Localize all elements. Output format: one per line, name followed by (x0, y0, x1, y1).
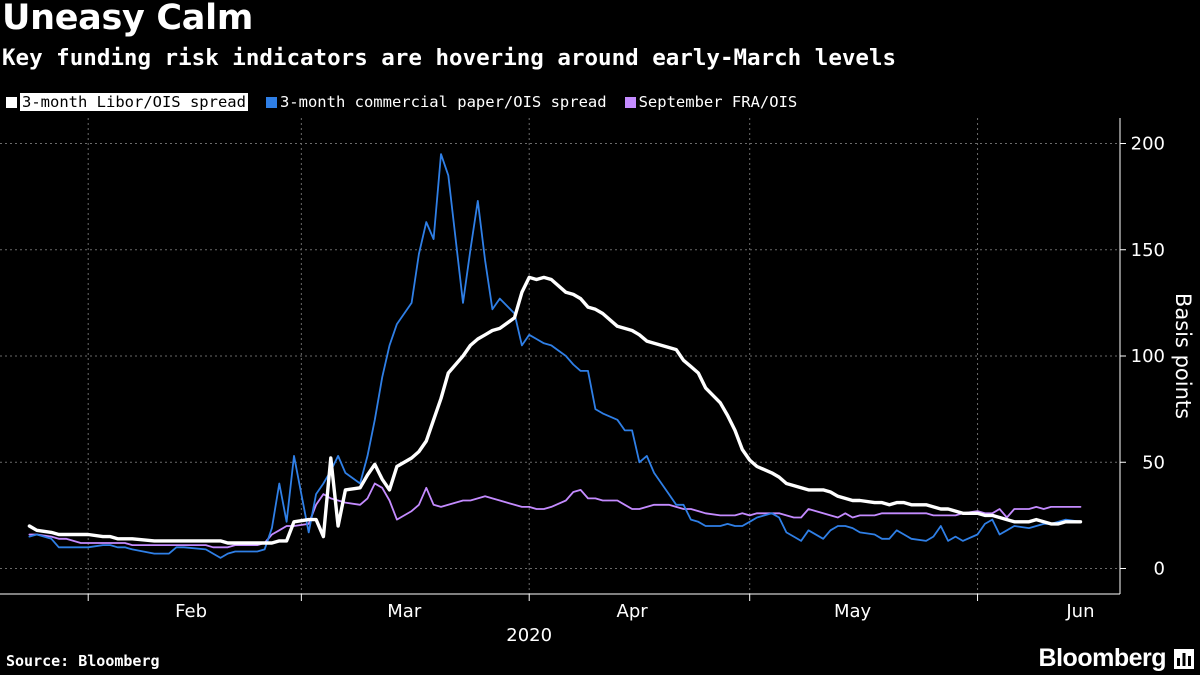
legend-swatch-cp (265, 96, 277, 108)
x-year-label: 2020 (506, 625, 552, 646)
x-tick-label: Feb (175, 601, 207, 622)
source-note: Source: Bloomberg (6, 652, 160, 670)
bloomberg-brand: Bloomberg (1039, 644, 1194, 673)
legend-swatch-libor (6, 96, 17, 108)
x-tick-label: Apr (617, 601, 649, 622)
cp-ois-line (28, 153, 1082, 559)
y-tick-label: 50 (1142, 452, 1165, 473)
y-tick-label: 0 (1154, 559, 1165, 580)
axis-labels: 0 50 100 150 200 Feb Mar Apr May Jun 2020 Basis poi… (175, 134, 1195, 647)
x-tick-label: Jun (1065, 601, 1094, 622)
x-tick-label: May (834, 601, 872, 622)
legend-item-libor[interactable]: 3-month Libor/OIS spread (6, 93, 248, 111)
grid-lines (0, 118, 1120, 594)
y-tick-label: 100 (1131, 346, 1165, 367)
libor-ois-line (27, 275, 1083, 545)
legend-label-cp: 3-month commercial paper/OIS spread (279, 93, 607, 111)
bloomberg-chart-icon (1174, 648, 1194, 669)
legend-label-fra: September FRA/OIS (638, 93, 798, 111)
legend-item-fra[interactable]: September FRA/OIS (624, 93, 798, 111)
chart-title: Uneasy Calm (2, 0, 253, 38)
legend-swatch-fra (624, 96, 636, 108)
y-tick-label: 150 (1131, 240, 1165, 261)
y-tick-label: 200 (1131, 134, 1165, 155)
y-axis-title: Basis points (1171, 293, 1195, 419)
legend-item-cp[interactable]: 3-month commercial paper/OIS spread (265, 93, 607, 111)
chart-subtitle: Key funding risk indicators are hovering… (2, 45, 897, 71)
x-tick-label: Mar (387, 601, 422, 622)
brand-wordmark: Bloomberg (1038, 644, 1167, 672)
legend-label-libor: 3-month Libor/OIS spread (20, 93, 248, 111)
chart-legend: 3-month Libor/OIS spread 3-month commerc… (6, 90, 815, 114)
series-lines (27, 153, 1083, 559)
axes (0, 118, 1126, 601)
fra-ois-line (28, 482, 1082, 549)
